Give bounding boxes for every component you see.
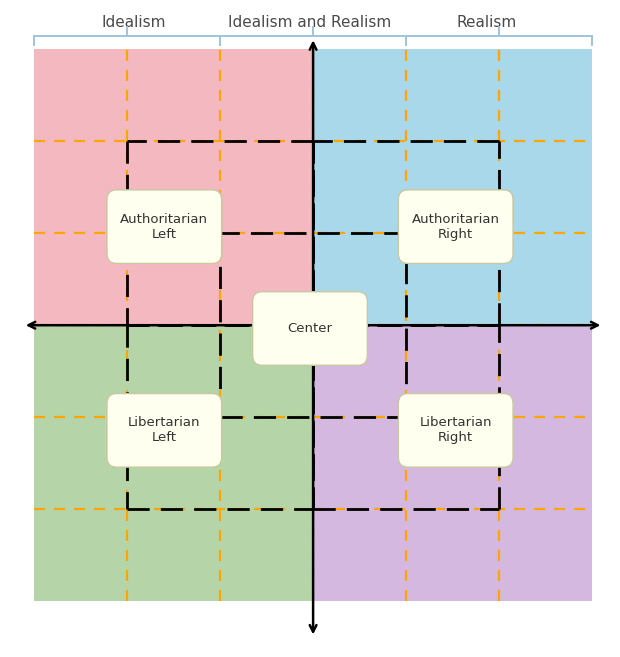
- Text: Center: Center: [288, 322, 332, 335]
- FancyBboxPatch shape: [398, 394, 513, 467]
- Text: Libertarian
Right: Libertarian Right: [420, 417, 492, 444]
- Text: Realism: Realism: [456, 15, 517, 30]
- FancyBboxPatch shape: [107, 394, 222, 467]
- Text: Libertarian
Left: Libertarian Left: [128, 417, 200, 444]
- FancyBboxPatch shape: [107, 190, 222, 263]
- FancyBboxPatch shape: [398, 190, 513, 263]
- Bar: [313, 325, 592, 601]
- Text: Idealism: Idealism: [101, 15, 166, 30]
- Bar: [34, 49, 313, 325]
- Text: Authoritarian
Right: Authoritarian Right: [412, 213, 500, 240]
- Bar: [34, 325, 313, 601]
- Text: Idealism and Realism: Idealism and Realism: [228, 15, 392, 30]
- FancyBboxPatch shape: [253, 292, 367, 365]
- Text: Authoritarian
Left: Authoritarian Left: [120, 213, 208, 240]
- Bar: [313, 49, 592, 325]
